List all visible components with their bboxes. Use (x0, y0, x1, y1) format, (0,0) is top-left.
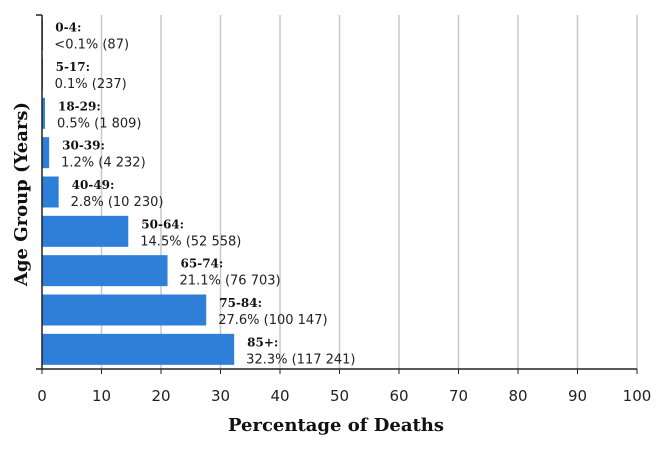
data-label-value-65-74: 21.1% (76 703) (180, 274, 281, 289)
x-tick-label-30: 30 (211, 387, 230, 405)
data-label-group-5-17: 5-17: (56, 60, 90, 74)
data-label-group-65-74: 65-74: (181, 257, 224, 271)
data-label-group-50-64: 50-64: (141, 217, 184, 231)
data-label-value-75-84: 27.6% (100 147) (218, 313, 327, 328)
bar-85+ (42, 333, 235, 365)
y-axis-title: Age Group (Years) (11, 102, 32, 287)
axes (36, 14, 637, 370)
data-label-group-40-49: 40-49: (72, 178, 115, 192)
data-label-group-75-84: 75-84: (219, 296, 262, 310)
x-tick-label-70: 70 (449, 387, 468, 405)
bar-75-84 (42, 294, 207, 326)
data-label-value-30-39: 1.2% (4 232) (61, 156, 146, 171)
data-label-group-85+: 85+: (247, 335, 278, 349)
data-labels: 0-4: <0.1% (87) 5-17: 0.1% (237) 18-29: 0.5% … (54, 21, 355, 368)
x-tick-label-40: 40 (270, 387, 289, 405)
x-tick-label-10: 10 (92, 387, 111, 405)
data-label-value-40-49: 2.8% (10 230) (71, 195, 164, 210)
data-label-value-0-4: <0.1% (87) (54, 38, 129, 53)
bar-40-49 (42, 176, 59, 208)
bars (42, 19, 235, 365)
x-tick-label-20: 20 (151, 387, 170, 405)
x-tick-label-80: 80 (508, 387, 527, 405)
data-label-value-50-64: 14.5% (52 558) (140, 234, 241, 249)
x-tick-label-50: 50 (330, 387, 349, 405)
gridlines (100, 15, 638, 369)
data-label-value-18-29: 0.5% (1 809) (57, 116, 142, 131)
x-tick-label-90: 90 (568, 387, 587, 405)
data-label-group-30-39: 30-39: (62, 139, 105, 153)
data-label-group-18-29: 18-29: (58, 99, 101, 113)
x-tick-labels: 0 10 20 30 40 50 60 70 80 90 100 (37, 369, 651, 405)
data-label-value-85+: 32.3% (117 241) (246, 352, 355, 367)
data-label-value-5-17: 0.1% (237) (55, 77, 127, 92)
bar-30-39 (42, 137, 50, 169)
bar-50-64 (42, 215, 129, 247)
bar-65-74 (42, 255, 168, 287)
x-axis-title: Percentage of Deaths (228, 415, 444, 436)
x-tick-label-60: 60 (389, 387, 408, 405)
data-label-group-0-4: 0-4: (55, 21, 81, 35)
x-tick-label-0: 0 (37, 387, 47, 405)
x-tick-label-100: 100 (623, 387, 652, 405)
bar-18-29 (42, 97, 45, 129)
